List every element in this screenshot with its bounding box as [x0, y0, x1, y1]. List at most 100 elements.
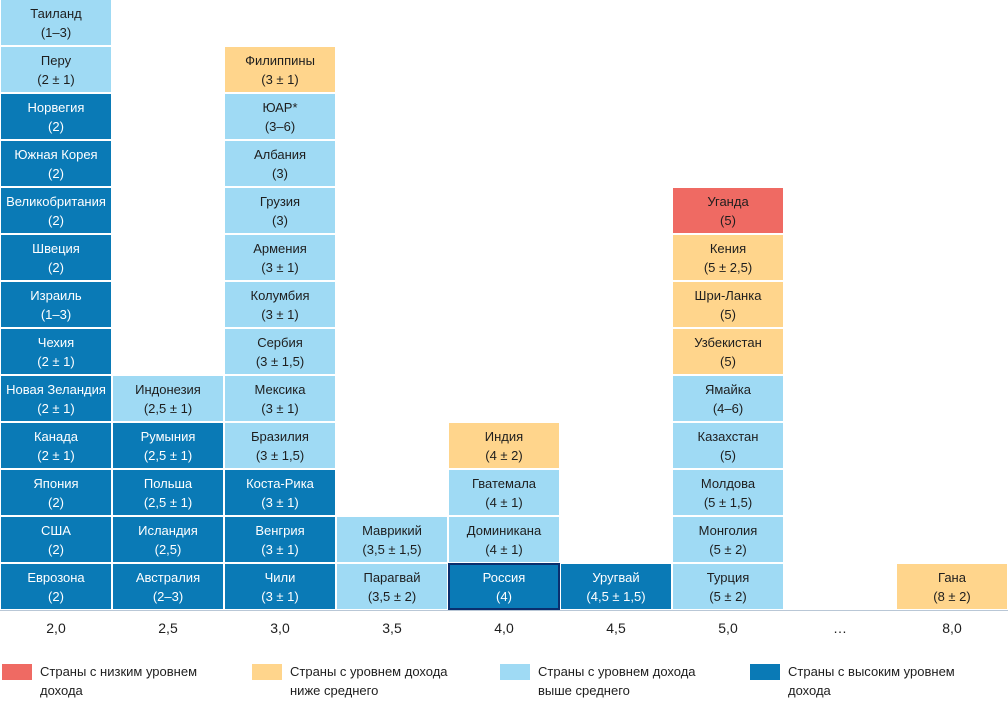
country-cell-уганда: Уганда (5): [672, 187, 784, 234]
country-name: Еврозона: [27, 569, 85, 585]
country-cell-южная-корея: Южная Корея (2): [0, 140, 112, 187]
country-target-range: (5 ± 2,5): [703, 259, 753, 275]
country-cell-уругвай: Уругвай (4,5 ± 1,5): [560, 563, 672, 610]
country-target-range: (4–6): [712, 400, 744, 416]
country-name: ЮАР*: [262, 99, 298, 115]
legend-item-high: Страны с высоким уровнем дохода: [750, 662, 958, 700]
legend-label-lower-middle: Страны с уровнем дохода ниже среднего: [290, 664, 448, 698]
country-target-range: (2): [48, 259, 64, 275]
country-target-range: (2 ± 1): [37, 353, 75, 369]
x-tick-label: 3,5: [382, 620, 402, 636]
country-name: Чехия: [37, 334, 75, 350]
country-cell-израиль: Израиль (1–3): [0, 281, 112, 328]
legend-item-lower-middle: Страны с уровнем дохода ниже среднего: [252, 662, 460, 700]
x-tick-label: 4,5: [606, 620, 626, 636]
country-target-range: (4): [496, 588, 512, 604]
country-name: Индия: [484, 428, 524, 444]
country-cell-турция: Турция (5 ± 2): [672, 563, 784, 610]
country-target-range: (1–3): [40, 24, 72, 40]
country-cell-чили: Чили (3 ± 1): [224, 563, 336, 610]
country-target-range: (2 ± 1): [37, 400, 75, 416]
country-name: Парагвай: [363, 569, 421, 585]
country-target-range: (5 ± 2): [709, 588, 747, 604]
legend-swatch-high: [750, 664, 780, 680]
country-name: Исландия: [138, 522, 198, 538]
country-name: Филиппины: [245, 52, 315, 68]
country-cell-исландия: Исландия (2,5): [112, 516, 224, 563]
country-cell-казахстан: Казахстан (5): [672, 422, 784, 469]
country-target-range: (5): [720, 306, 736, 322]
country-target-range: (3): [272, 212, 288, 228]
country-name: Шри-Ланка: [694, 287, 762, 303]
legend-item-low: Страны с низким уровнем дохода: [2, 662, 210, 700]
country-name: Австралия: [135, 569, 201, 585]
country-target-range: (3 ± 1): [261, 588, 299, 604]
country-target-range: (5): [720, 353, 736, 369]
legend-label-high: Страны с высоким уровнем дохода: [788, 664, 955, 698]
x-tick-label: 4,0: [494, 620, 514, 636]
country-target-range: (2): [48, 588, 64, 604]
country-target-range: (2 ± 1): [37, 447, 75, 463]
country-target-range: (3 ± 1): [261, 259, 299, 275]
country-name: Норвегия: [27, 99, 85, 115]
country-cell-коста-рика: Коста-Рика (3 ± 1): [224, 469, 336, 516]
x-axis-line: [0, 610, 1008, 611]
country-target-range: (2,5 ± 1): [143, 494, 193, 510]
country-target-range: (5 ± 2): [709, 541, 747, 557]
country-target-range: (3,5 ± 2): [367, 588, 417, 604]
country-cell-сша: США (2): [0, 516, 112, 563]
legend-swatch-low: [2, 664, 32, 680]
country-target-range: (3 ± 1,5): [255, 447, 305, 463]
country-target-range: (4 ± 2): [485, 447, 523, 463]
country-name: Мексика: [254, 381, 306, 397]
x-tick-label: 2,5: [158, 620, 178, 636]
legend-swatch-lower-middle: [252, 664, 282, 680]
country-cell-филиппины: Филиппины (3 ± 1): [224, 46, 336, 93]
country-name: Новая Зеландия: [6, 381, 106, 397]
country-cell-маврикий: Маврикий (3,5 ± 1,5): [336, 516, 448, 563]
country-cell-юар: ЮАР* (3–6): [224, 93, 336, 140]
x-tick-label: 3,0: [270, 620, 290, 636]
country-cell-чехия: Чехия (2 ± 1): [0, 328, 112, 375]
country-target-range: (5): [720, 447, 736, 463]
country-name: США: [41, 522, 71, 538]
country-name: Сербия: [257, 334, 303, 350]
x-tick-label: 8,0: [942, 620, 962, 636]
country-name: Молдова: [700, 475, 756, 491]
country-name: Швеция: [32, 240, 80, 256]
country-name: Польша: [143, 475, 193, 491]
country-cell-армения: Армения (3 ± 1): [224, 234, 336, 281]
inflation-targets-chart: Еврозона (2) США (2) Япония (2) Канада (2 ± 1) Н…: [0, 0, 1008, 610]
country-cell-польша: Польша (2,5 ± 1): [112, 469, 224, 516]
country-cell-индия: Индия (4 ± 2): [448, 422, 560, 469]
country-cell-новая-зеландия: Новая Зеландия (2 ± 1): [0, 375, 112, 422]
country-name: Россия: [482, 569, 526, 585]
country-cell-сербия: Сербия (3 ± 1,5): [224, 328, 336, 375]
country-target-range: (2): [48, 494, 64, 510]
country-name: Ямайка: [704, 381, 752, 397]
country-target-range: (4 ± 1): [485, 494, 523, 510]
country-cell-швеция: Швеция (2): [0, 234, 112, 281]
country-cell-бразилия: Бразилия (3 ± 1,5): [224, 422, 336, 469]
country-target-range: (2,5): [154, 541, 182, 557]
country-name: Албания: [253, 146, 307, 162]
country-cell-еврозона: Еврозона (2): [0, 563, 112, 610]
country-cell-грузия: Грузия (3): [224, 187, 336, 234]
x-tick-label: 5,0: [718, 620, 738, 636]
country-name: Израиль: [30, 287, 82, 303]
country-name: Япония: [33, 475, 79, 491]
country-name: Перу: [40, 52, 72, 68]
country-target-range: (2,5 ± 1): [143, 400, 193, 416]
country-name: Гана: [938, 569, 966, 585]
country-cell-перу: Перу (2 ± 1): [0, 46, 112, 93]
country-name: Гватемала: [471, 475, 537, 491]
country-cell-япония: Япония (2): [0, 469, 112, 516]
legend-item-upper-middle: Страны с уровнем дохода выше среднего: [500, 662, 708, 700]
country-name: Монголия: [698, 522, 758, 538]
country-target-range: (3 ± 1): [261, 541, 299, 557]
country-name: Колумбия: [250, 287, 310, 303]
country-target-range: (3 ± 1): [261, 306, 299, 322]
country-cell-румыния: Румыния (2,5 ± 1): [112, 422, 224, 469]
country-target-range: (2): [48, 118, 64, 134]
country-name: Коста-Рика: [246, 475, 314, 491]
